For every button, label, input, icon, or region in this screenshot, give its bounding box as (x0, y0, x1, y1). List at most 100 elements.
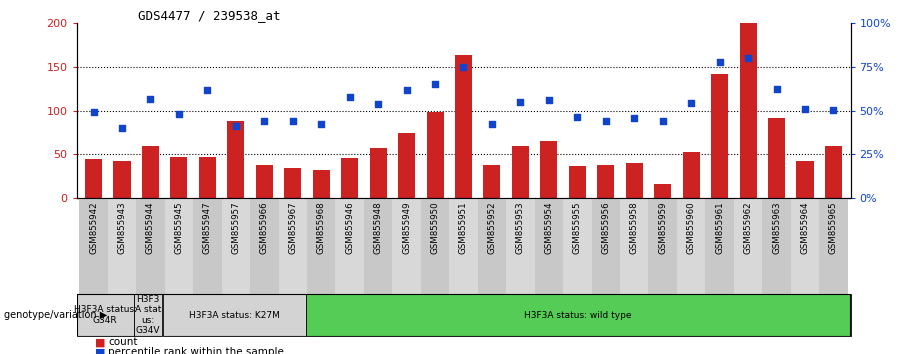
Text: GSM855962: GSM855962 (743, 201, 752, 254)
Point (513, 99, 527, 105)
Bar (312, 170, 329, 198)
Text: GSM855964: GSM855964 (800, 201, 809, 254)
Point (257, 118, 272, 124)
Text: GSM855965: GSM855965 (829, 201, 838, 254)
Point (115, 125, 130, 131)
Point (684, 100, 698, 105)
Text: GSM855949: GSM855949 (402, 201, 411, 253)
Bar (734, 198, 762, 294)
Text: ■: ■ (94, 347, 105, 354)
Point (826, 107, 841, 113)
Text: GSM855944: GSM855944 (146, 201, 155, 254)
Text: GSM855942: GSM855942 (89, 201, 98, 254)
Bar (306, 294, 850, 336)
Text: H3F3
A stat
us:
G34V: H3F3 A stat us: G34V (135, 295, 161, 335)
Bar (134, 294, 163, 336)
Point (285, 118, 300, 124)
Point (314, 121, 328, 127)
Text: GSM855947: GSM855947 (202, 201, 211, 254)
Text: GSM855943: GSM855943 (118, 201, 127, 254)
Bar (392, 198, 421, 294)
Bar (336, 198, 364, 294)
Bar (79, 198, 108, 294)
Text: GSM855945: GSM855945 (175, 201, 184, 254)
Point (741, 55, 755, 61)
Bar (136, 198, 165, 294)
Point (86, 109, 101, 115)
Text: H3F3A status: K27M: H3F3A status: K27M (189, 310, 280, 320)
Bar (284, 167, 302, 198)
Bar (682, 152, 699, 198)
Point (229, 124, 243, 129)
Text: GSM855955: GSM855955 (572, 201, 581, 254)
Bar (649, 198, 677, 294)
Text: genotype/variation ▶: genotype/variation ▶ (4, 310, 108, 320)
Text: GSM855946: GSM855946 (346, 201, 355, 254)
Bar (113, 161, 130, 198)
Bar (194, 198, 221, 294)
Point (428, 81, 442, 87)
Bar (85, 159, 102, 198)
Bar (421, 198, 449, 294)
Bar (740, 23, 757, 198)
Text: H3F3A status:
G34R: H3F3A status: G34R (74, 306, 137, 325)
Bar (819, 198, 848, 294)
Text: GSM855953: GSM855953 (516, 201, 525, 254)
Text: GSM855948: GSM855948 (374, 201, 382, 254)
Text: GSM855966: GSM855966 (260, 201, 269, 254)
Bar (620, 198, 649, 294)
Bar (221, 198, 250, 294)
Bar (535, 198, 563, 294)
Text: GSM855957: GSM855957 (231, 201, 240, 254)
Point (343, 94, 357, 99)
Bar (307, 198, 336, 294)
Text: GSM855950: GSM855950 (430, 201, 439, 254)
Text: percentile rank within the sample: percentile rank within the sample (108, 347, 284, 354)
Bar (256, 165, 273, 198)
Point (172, 111, 186, 117)
Bar (825, 146, 842, 198)
Bar (654, 184, 671, 198)
Point (542, 97, 556, 103)
Bar (762, 198, 791, 294)
Bar (478, 198, 506, 294)
Text: GSM855960: GSM855960 (687, 201, 696, 254)
Text: GSM855954: GSM855954 (544, 201, 554, 254)
Bar (540, 141, 557, 198)
Text: GSM855963: GSM855963 (772, 201, 781, 254)
Point (485, 121, 500, 127)
Bar (341, 158, 358, 198)
Bar (677, 198, 706, 294)
Text: GSM855952: GSM855952 (488, 201, 497, 254)
Bar (364, 198, 392, 294)
Bar (455, 56, 472, 198)
Bar (199, 157, 216, 198)
Bar (591, 198, 620, 294)
Text: GSM855961: GSM855961 (716, 201, 724, 254)
Bar (427, 112, 444, 198)
Point (713, 59, 727, 65)
Point (570, 114, 584, 120)
Point (400, 88, 414, 93)
Bar (142, 146, 159, 198)
Point (797, 106, 812, 112)
Bar (563, 198, 591, 294)
Bar (370, 148, 387, 198)
Text: GSM855956: GSM855956 (601, 201, 610, 254)
Bar (108, 198, 136, 294)
Bar (791, 198, 819, 294)
Bar (768, 118, 785, 198)
Bar (506, 198, 535, 294)
Bar (626, 163, 643, 198)
Bar (76, 294, 134, 336)
Text: GSM855958: GSM855958 (630, 201, 639, 254)
Text: H3F3A status: wild type: H3F3A status: wild type (525, 310, 632, 320)
Text: GSM855959: GSM855959 (658, 201, 667, 253)
Bar (796, 161, 814, 198)
Bar (706, 198, 734, 294)
Bar (483, 165, 500, 198)
Bar (398, 132, 415, 198)
Point (200, 87, 214, 92)
Bar (569, 166, 586, 198)
Point (143, 96, 157, 102)
